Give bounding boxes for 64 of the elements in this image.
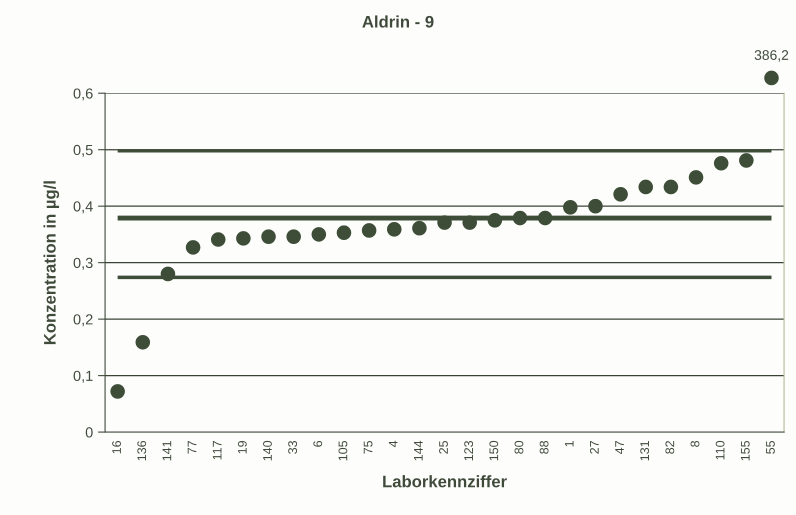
- x-tick-label: 155: [740, 440, 750, 460]
- point: [488, 213, 502, 228]
- point: [512, 210, 528, 226]
- point: [110, 384, 125, 399]
- x-tick-label: 150: [489, 440, 498, 460]
- x-tick-label: 4: [388, 440, 398, 448]
- point: [336, 225, 352, 240]
- x-tick-label: 80: [514, 440, 524, 454]
- x-tick-label: 1: [564, 441, 574, 446]
- x-tick-label: 8: [690, 440, 700, 447]
- point: [312, 227, 326, 242]
- x-tick-label: 110: [716, 440, 725, 460]
- x-tick-label: 82: [665, 441, 674, 454]
- x-tick-label: 88: [540, 440, 549, 454]
- x-tick-label: 55: [766, 440, 775, 454]
- y-tick-label: 0,5: [74, 144, 93, 157]
- x-tick-label: 16: [112, 440, 121, 454]
- x-tick-label: 27: [590, 441, 599, 454]
- x-tick-label: 19: [238, 441, 247, 454]
- point: [437, 215, 452, 230]
- point: [261, 229, 276, 244]
- x-tick-label: 75: [364, 440, 372, 454]
- point: [613, 187, 628, 202]
- point: [739, 153, 754, 168]
- x-tick-label: 140: [263, 440, 272, 460]
- point: [538, 210, 552, 226]
- x-tick-label: 25: [439, 440, 448, 454]
- point: [688, 170, 704, 185]
- point: [210, 232, 226, 247]
- text: 386,2: [754, 50, 788, 62]
- x-tick-label: 117: [212, 441, 222, 460]
- y-tick-label: 0,2: [74, 314, 93, 326]
- point: [362, 223, 376, 238]
- point: [563, 200, 578, 215]
- point: [638, 180, 654, 194]
- point: [588, 198, 603, 214]
- x-tick-label: 144: [414, 440, 423, 460]
- point: [186, 240, 200, 255]
- x-tick-label: 33: [288, 440, 298, 454]
- point: [664, 180, 678, 194]
- x-tick-label: 77: [188, 441, 196, 454]
- x-tick-label: 47: [615, 441, 624, 454]
- point: [714, 156, 728, 171]
- x-tick-label: 6: [313, 440, 322, 447]
- x-tick-label: 123: [464, 440, 474, 460]
- point: [412, 220, 427, 236]
- y-axis-title: Konzentration in µg/l: [43, 181, 60, 344]
- y-tick-label: 0,1: [74, 370, 93, 383]
- point: [286, 229, 301, 244]
- x-tick-label: 136: [137, 440, 146, 460]
- x-tick-label: 105: [338, 440, 348, 460]
- x-axis-title: Laborkennziffer: [383, 475, 507, 488]
- y-tick-label: 0: [86, 427, 93, 438]
- point: [236, 231, 251, 246]
- point: [386, 222, 402, 237]
- y-tick-label: 0,6: [74, 88, 93, 100]
- y-tick-label: 0,3: [74, 258, 93, 270]
- x-tick-label: 141: [162, 441, 172, 460]
- point: [160, 266, 176, 282]
- point: [462, 215, 477, 230]
- point: [136, 335, 150, 350]
- chart-title: Aldrin - 9: [362, 15, 434, 28]
- x-tick-label: 131: [640, 441, 650, 460]
- y-tick-label: 0,4: [74, 201, 93, 214]
